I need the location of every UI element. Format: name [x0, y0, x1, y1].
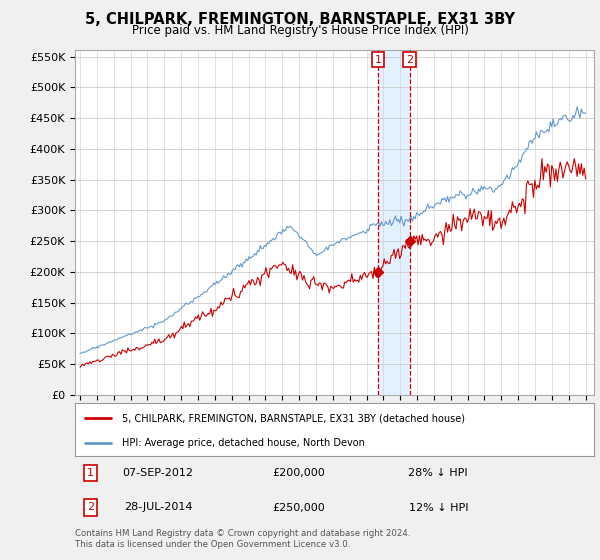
Text: 28-JUL-2014: 28-JUL-2014	[124, 502, 192, 512]
Bar	[378, 50, 410, 395]
Text: 1: 1	[87, 468, 94, 478]
Text: 2: 2	[87, 502, 94, 512]
Text: 12% ↓ HPI: 12% ↓ HPI	[409, 502, 468, 512]
Text: 2: 2	[406, 55, 413, 65]
Text: 5, CHILPARK, FREMINGTON, BARNSTAPLE, EX31 3BY (detached house): 5, CHILPARK, FREMINGTON, BARNSTAPLE, EX3…	[122, 413, 465, 423]
Text: £250,000: £250,000	[272, 502, 325, 512]
Text: HPI: Average price, detached house, North Devon: HPI: Average price, detached house, Nort…	[122, 438, 365, 448]
Text: £200,000: £200,000	[272, 468, 325, 478]
Text: 1: 1	[374, 55, 382, 65]
Text: Price paid vs. HM Land Registry's House Price Index (HPI): Price paid vs. HM Land Registry's House …	[131, 24, 469, 36]
Text: Contains HM Land Registry data © Crown copyright and database right 2024.
This d: Contains HM Land Registry data © Crown c…	[75, 529, 410, 549]
Text: 07-SEP-2012: 07-SEP-2012	[122, 468, 194, 478]
Text: 28% ↓ HPI: 28% ↓ HPI	[409, 468, 468, 478]
Text: 5, CHILPARK, FREMINGTON, BARNSTAPLE, EX31 3BY: 5, CHILPARK, FREMINGTON, BARNSTAPLE, EX3…	[85, 12, 515, 27]
